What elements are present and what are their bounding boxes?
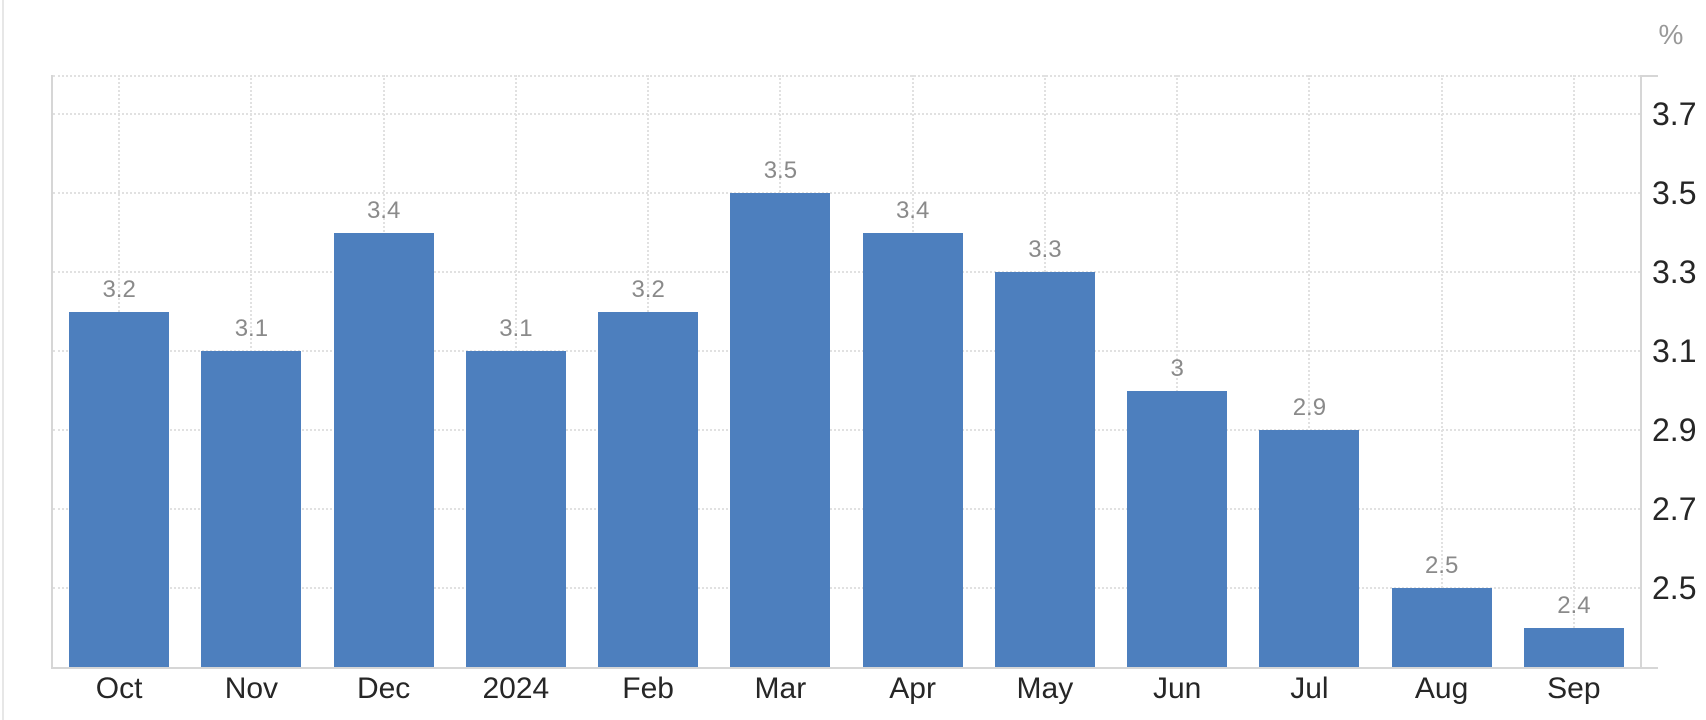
data-label-jul: 2.9 xyxy=(1292,394,1327,422)
y-axis-unit-label: % xyxy=(1658,19,1684,50)
gridline-v-aug xyxy=(1440,75,1443,667)
x-tick-label-may: May xyxy=(1016,672,1074,705)
y-tick-label-3.1: 3.1 xyxy=(1652,333,1697,370)
gridline-h-3.1 xyxy=(53,350,1640,353)
page-left-border xyxy=(2,0,4,720)
gridline-h-2.9 xyxy=(53,429,1640,432)
column-oct[interactable] xyxy=(69,311,170,667)
data-label-aug: 2.5 xyxy=(1424,552,1459,580)
y-tick-label-2.9: 2.9 xyxy=(1652,412,1697,449)
right-axis-top-tick xyxy=(1640,75,1658,77)
x-axis-line xyxy=(51,667,1658,669)
x-tick-label-dec: Dec xyxy=(356,672,411,705)
data-label-sep: 2.4 xyxy=(1557,591,1591,619)
x-tick-label-jun: Jun xyxy=(1152,672,1202,705)
column-feb[interactable] xyxy=(598,311,699,667)
column-aug[interactable] xyxy=(1391,588,1492,667)
x-tick-label-aug: Aug xyxy=(1414,672,1469,705)
x-tick-label-nov: Nov xyxy=(224,672,279,705)
column-nov[interactable] xyxy=(201,351,302,667)
x-tick-label-jul: Jul xyxy=(1290,672,1329,705)
column-may[interactable] xyxy=(994,272,1095,667)
x-tick-label-2024: 2024 xyxy=(482,672,550,705)
y-tick-label-3.7: 3.7 xyxy=(1652,96,1697,133)
column-2024[interactable] xyxy=(465,351,566,667)
x-tick-label-oct: Oct xyxy=(95,672,143,705)
column-jun[interactable] xyxy=(1127,390,1228,667)
gridline-h-3.3 xyxy=(53,271,1640,274)
gridline-h-2.7 xyxy=(53,508,1640,511)
data-label-apr: 3.4 xyxy=(895,196,930,224)
column-sep[interactable] xyxy=(1523,627,1624,667)
plot-top-border xyxy=(53,75,1640,77)
gridline-v-sep xyxy=(1572,75,1575,667)
column-dec[interactable] xyxy=(333,232,434,667)
data-label-dec: 3.4 xyxy=(366,196,401,224)
y-tick-label-3.5: 3.5 xyxy=(1652,175,1697,212)
data-label-mar: 3.5 xyxy=(763,157,798,185)
gridline-h-2.5 xyxy=(53,587,1640,590)
x-tick-label-mar: Mar xyxy=(754,672,807,705)
y-tick-label-3.3: 3.3 xyxy=(1652,254,1697,291)
data-label-oct: 3.2 xyxy=(102,275,136,303)
column-mar[interactable] xyxy=(730,193,831,667)
right-axis-line xyxy=(1640,75,1642,667)
column-apr[interactable] xyxy=(862,232,963,667)
x-tick-label-feb: Feb xyxy=(622,672,674,705)
data-label-jun: 3 xyxy=(1170,354,1184,382)
column-jul[interactable] xyxy=(1259,430,1360,667)
data-label-feb: 3.2 xyxy=(631,275,665,303)
gridline-h-3.5 xyxy=(53,192,1640,195)
gridline-v-jul xyxy=(1308,75,1311,667)
left-axis-line xyxy=(51,75,53,667)
y-tick-label-2.5: 2.5 xyxy=(1652,570,1697,607)
data-label-nov: 3.1 xyxy=(234,315,269,343)
y-tick-label-2.7: 2.7 xyxy=(1652,491,1697,528)
x-tick-label-sep: Sep xyxy=(1547,672,1601,705)
gridline-h-3.7 xyxy=(53,113,1640,116)
gridline-v-jun xyxy=(1176,75,1179,667)
data-label-2024: 3.1 xyxy=(499,315,533,343)
data-label-may: 3.3 xyxy=(1028,236,1062,264)
x-tick-label-apr: Apr xyxy=(889,672,936,705)
